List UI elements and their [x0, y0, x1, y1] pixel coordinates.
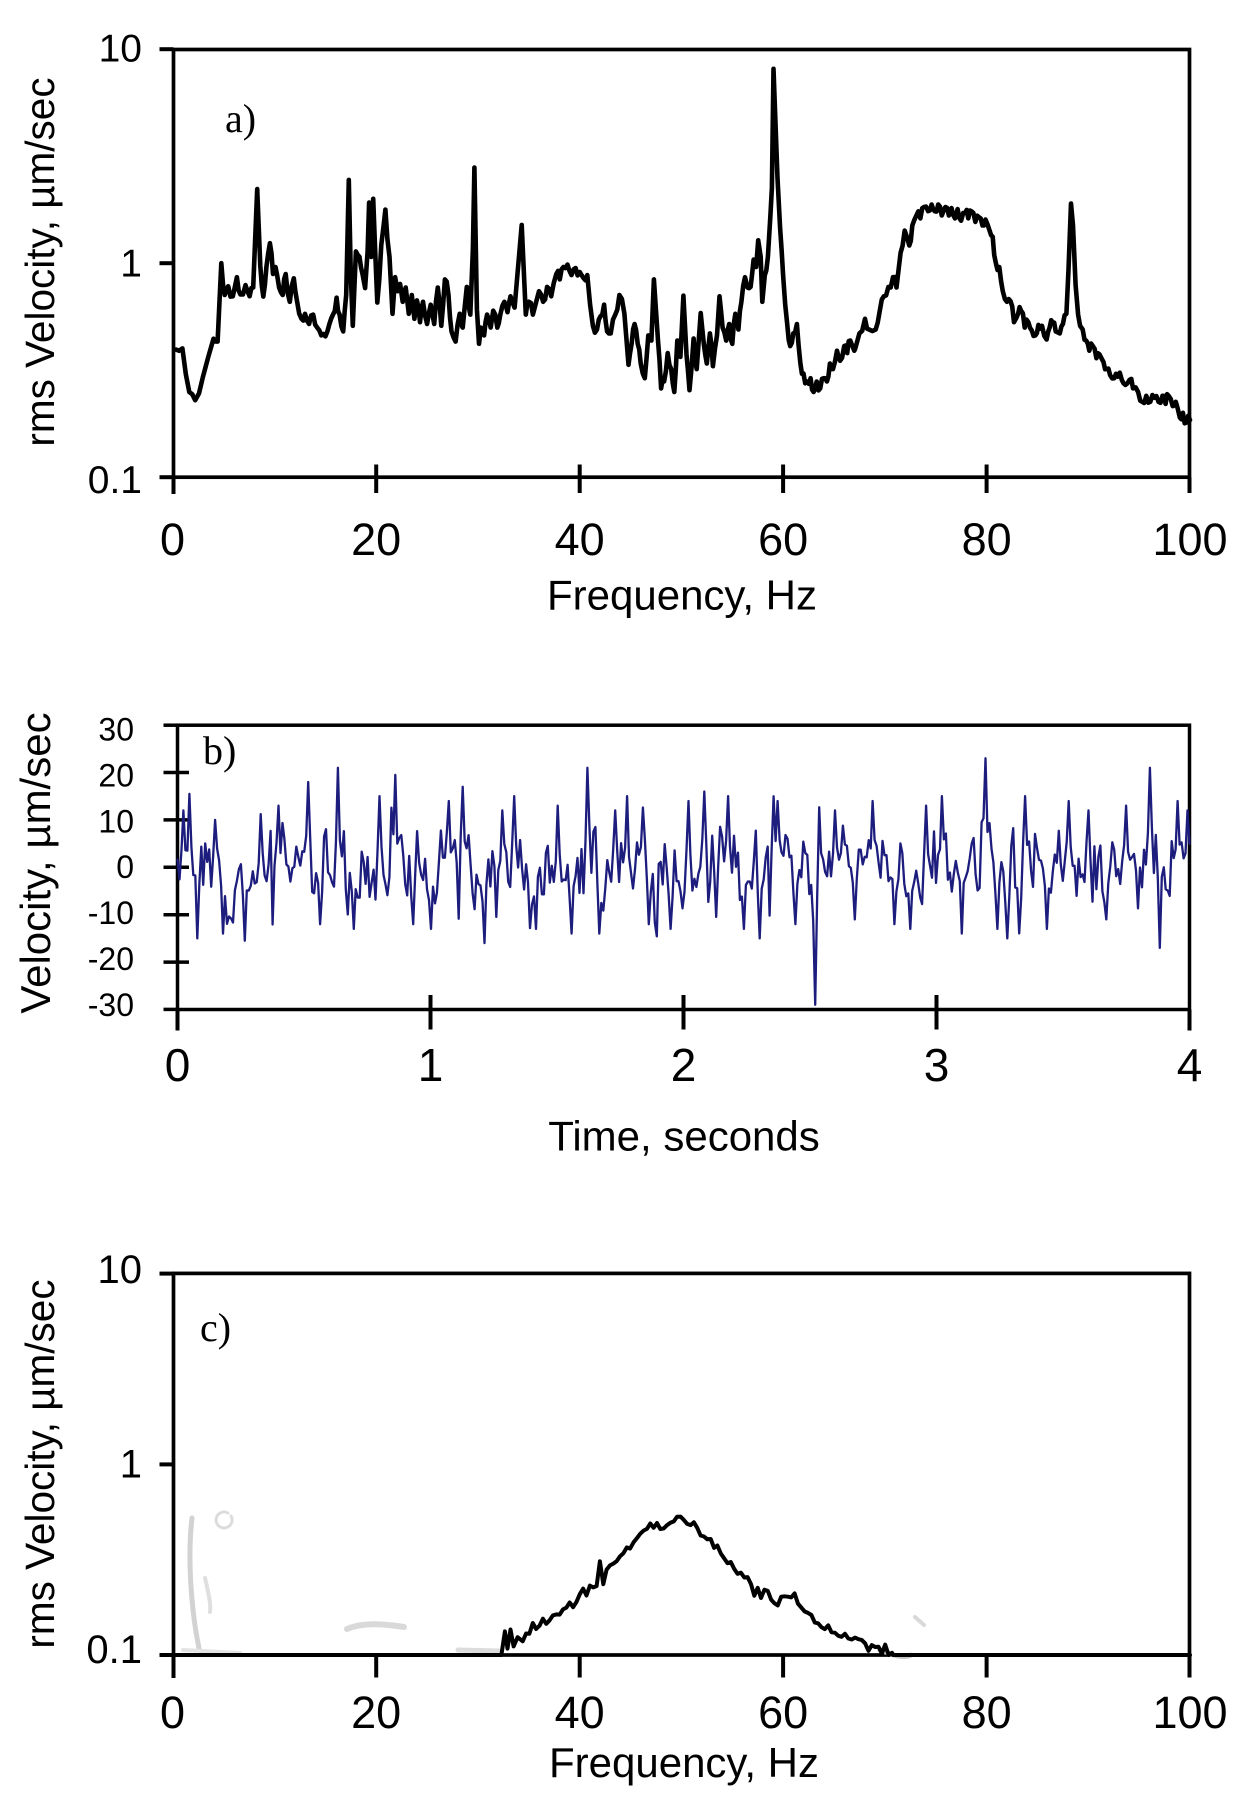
svg-text:c): c) [200, 1305, 231, 1350]
svg-text:-20: -20 [88, 941, 134, 977]
svg-text:2: 2 [671, 1039, 697, 1091]
svg-text:10: 10 [99, 27, 142, 70]
svg-text:20: 20 [351, 514, 401, 565]
svg-text:20: 20 [98, 757, 134, 793]
svg-text:0: 0 [160, 1687, 185, 1738]
svg-text:0: 0 [160, 514, 185, 565]
svg-text:40: 40 [555, 1687, 605, 1738]
svg-text:30: 30 [98, 712, 134, 748]
svg-text:60: 60 [758, 1687, 808, 1738]
svg-text:0.1: 0.1 [88, 459, 142, 502]
svg-text:100: 100 [1152, 1687, 1227, 1738]
svg-text:b): b) [203, 728, 236, 773]
svg-text:4: 4 [1177, 1039, 1203, 1091]
svg-text:rms Velocity, µm/sec: rms Velocity, µm/sec [17, 77, 63, 446]
svg-text:60: 60 [758, 514, 808, 565]
svg-text:40: 40 [555, 514, 605, 565]
svg-text:20: 20 [351, 1687, 401, 1738]
svg-text:80: 80 [962, 514, 1012, 565]
svg-text:Velocity, µm/sec: Velocity, µm/sec [12, 712, 59, 1013]
svg-text:rms Velocity, µm/sec: rms Velocity, µm/sec [17, 1279, 63, 1648]
svg-text:Frequency, Hz: Frequency, Hz [547, 572, 817, 619]
svg-text:-30: -30 [88, 987, 134, 1023]
svg-text:80: 80 [962, 1687, 1012, 1738]
svg-text:0.1: 0.1 [86, 1628, 142, 1672]
svg-text:Frequency, Hz: Frequency, Hz [549, 1739, 819, 1786]
svg-text:3: 3 [924, 1039, 950, 1091]
svg-text:1: 1 [120, 1443, 142, 1487]
svg-text:1: 1 [120, 243, 142, 286]
svg-text:100: 100 [1152, 514, 1227, 565]
svg-text:-10: -10 [88, 895, 134, 931]
svg-text:Time, seconds: Time, seconds [548, 1113, 820, 1160]
svg-text:0: 0 [116, 849, 134, 885]
svg-text:10: 10 [98, 1248, 143, 1292]
svg-text:0: 0 [165, 1039, 191, 1091]
svg-text:10: 10 [98, 803, 134, 839]
svg-text:a): a) [225, 96, 256, 141]
svg-text:1: 1 [418, 1039, 444, 1091]
